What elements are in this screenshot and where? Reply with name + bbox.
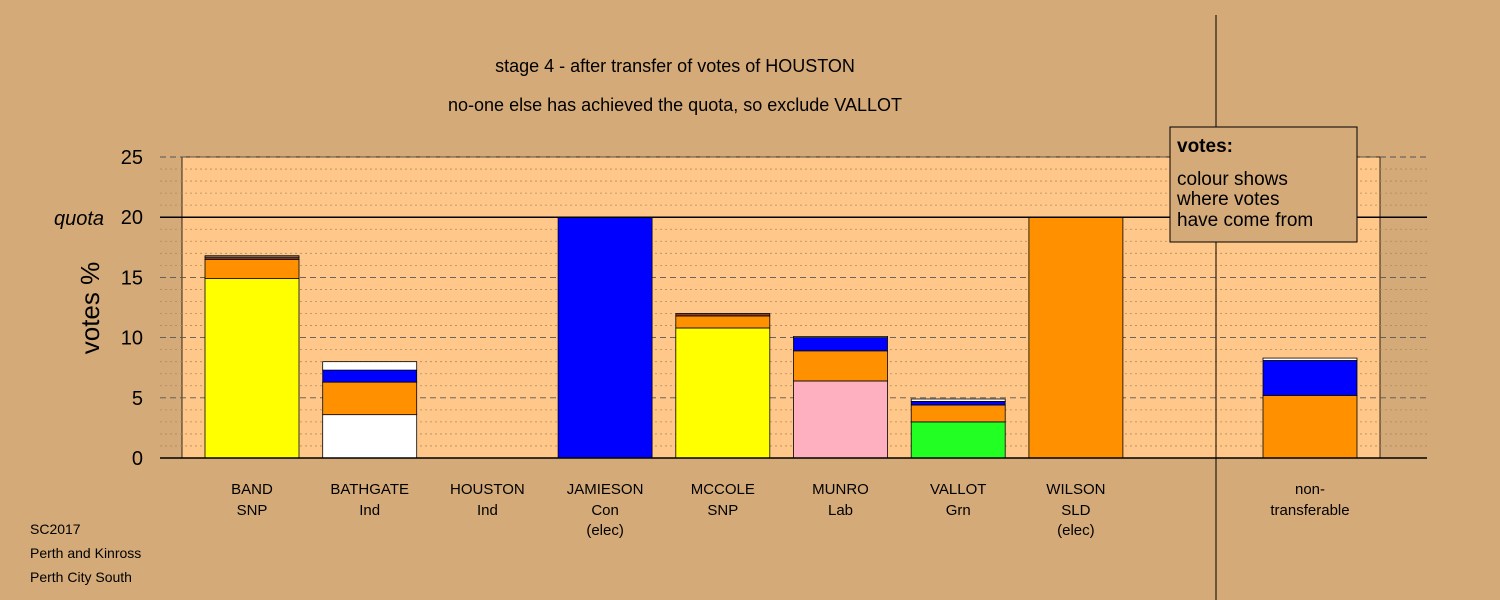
category-name-label: MUNRO — [812, 481, 869, 498]
bar-segment-munro — [793, 337, 888, 352]
legend-line-3: have come from — [1177, 210, 1313, 231]
bar-segment-vallot — [910, 421, 1006, 459]
bar-segment-wilson — [1028, 216, 1124, 459]
category-party-label: Con — [591, 502, 619, 519]
legend-box: votes: colour shows where votes have com… — [1169, 126, 1358, 243]
bar-segment-vallot — [910, 404, 1006, 423]
footer-council: Perth and Kinross — [30, 545, 142, 561]
bar-segment-bathgate — [322, 414, 418, 459]
bar-segment-bathgate — [322, 361, 418, 371]
chart-subtitle: no-one else has achieved the quota, so e… — [448, 95, 902, 115]
legend-title: votes: — [1177, 136, 1233, 157]
category-name-label: HOUSTON — [450, 481, 525, 498]
bar-segment-band — [204, 258, 300, 280]
quota-label: quota — [54, 208, 104, 230]
y-tick-label: 20 — [121, 207, 143, 229]
bar-segment-band — [204, 255, 300, 258]
bar-segment-munro — [793, 350, 888, 382]
category-party-label: Grn — [946, 502, 971, 519]
bar-segment-mccole — [675, 313, 771, 317]
category-party-label: Ind — [477, 502, 498, 519]
category-name-label: non- — [1295, 481, 1325, 498]
bar-segment-band — [204, 278, 300, 459]
bar-segment-munro — [793, 380, 888, 459]
footer-ward: Perth City South — [30, 569, 132, 585]
chart-title: stage 4 - after transfer of votes of HOU… — [495, 56, 855, 76]
category-name-label: VALLOT — [930, 481, 986, 498]
category-name-label: MCCOLE — [691, 481, 755, 498]
category-name-label: BATHGATE — [330, 481, 409, 498]
category-party-label: Ind — [359, 502, 380, 519]
category-party-label: transferable — [1270, 502, 1349, 519]
y-tick-label: 5 — [132, 388, 143, 410]
category-note-label: (elec) — [586, 522, 624, 539]
bar-segment-bathgate — [322, 369, 418, 383]
bar-segment-vallot — [910, 401, 1006, 406]
footer-year: SC2017 — [30, 521, 81, 537]
y-tick-label: 15 — [121, 267, 143, 289]
category-party-label: Lab — [828, 502, 853, 519]
bar-segment-jamieson — [557, 216, 653, 459]
bar-segment-mccole — [675, 315, 771, 329]
bar-segment-bathgate — [322, 381, 418, 416]
bar-segment-non — [1262, 357, 1358, 361]
legend-line-2: where votes — [1176, 189, 1279, 210]
category-note-label: (elec) — [1057, 522, 1095, 539]
bar-segment-mccole — [675, 327, 771, 459]
category-party-label: SNP — [237, 502, 268, 519]
category-name-label: BAND — [231, 481, 273, 498]
bar-segment-munro — [793, 335, 888, 338]
y-tick-label: 10 — [121, 328, 143, 350]
category-party-label: SNP — [707, 502, 738, 519]
category-name-label: WILSON — [1046, 481, 1105, 498]
bar-segment-non — [1262, 360, 1358, 396]
bar-segment-non — [1262, 394, 1358, 459]
category-name-label: JAMIESON — [567, 481, 644, 498]
category-party-label: SLD — [1061, 502, 1090, 519]
y-tick-label: 25 — [121, 147, 143, 169]
bar-segment-vallot — [910, 398, 1006, 402]
y-axis-label: votes % — [75, 262, 105, 355]
y-tick-label: 0 — [132, 448, 143, 470]
legend-line-1: colour shows — [1177, 169, 1288, 190]
